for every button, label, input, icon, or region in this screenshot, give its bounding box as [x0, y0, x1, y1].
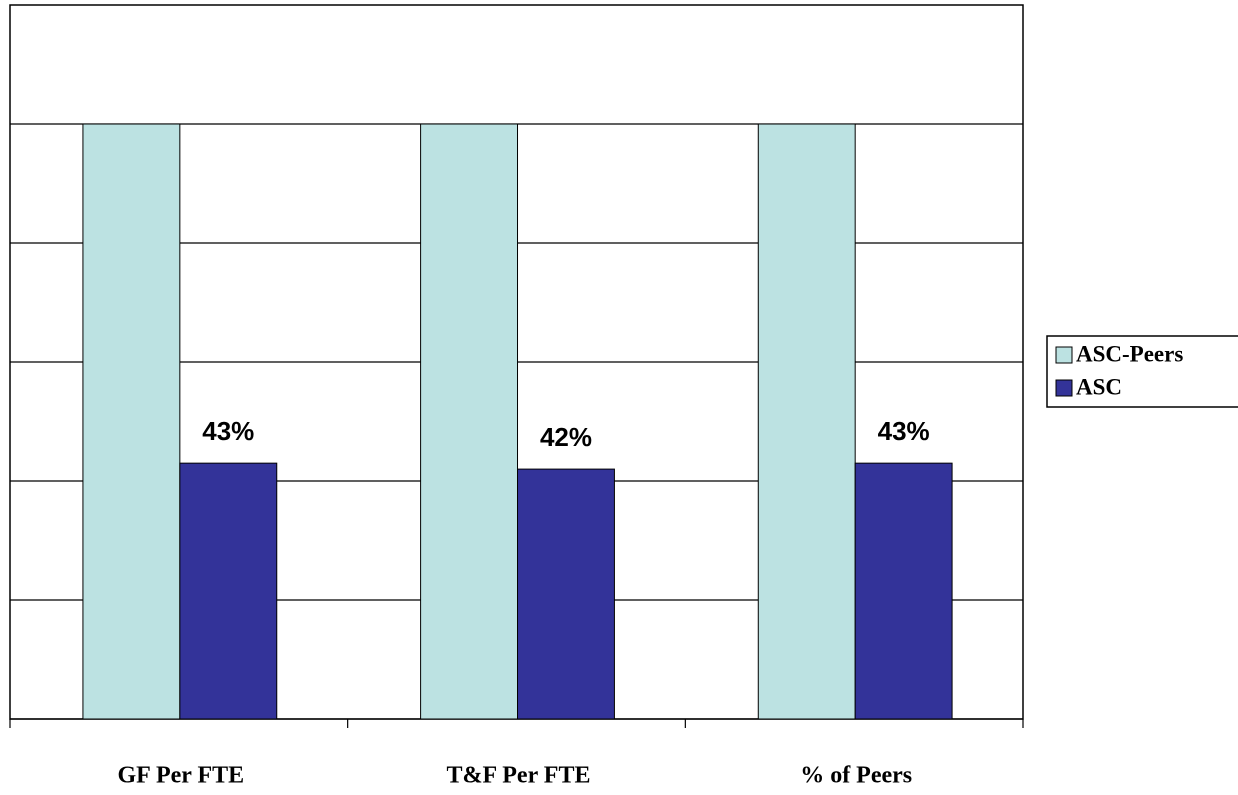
- bar: [82, 123, 181, 720]
- legend-label: ASC-Peers: [1076, 341, 1183, 366]
- bar: [420, 123, 519, 720]
- data-label: 43%: [202, 416, 254, 446]
- legend-swatch: [1055, 379, 1073, 397]
- legend-label: ASC: [1076, 374, 1122, 399]
- x-tick-label: GF Per FTE: [118, 763, 245, 789]
- bar: [179, 462, 278, 720]
- x-tick-label: % of Peers: [800, 763, 912, 789]
- data-label: 42%: [540, 422, 592, 452]
- data-label: 43%: [878, 416, 930, 446]
- legend-swatch: [1055, 346, 1073, 364]
- bar: [854, 462, 953, 720]
- x-tick-label: T&F Per FTE: [447, 763, 591, 789]
- bar: [517, 468, 615, 720]
- legend-box: [1046, 335, 1238, 408]
- bar: [757, 123, 856, 720]
